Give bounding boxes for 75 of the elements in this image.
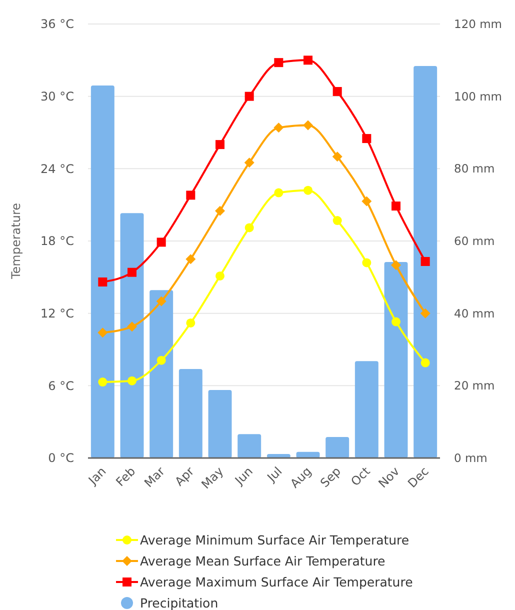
bar — [208, 390, 232, 458]
bar — [90, 85, 114, 458]
point — [332, 152, 342, 162]
x-tick-label: Apr — [172, 464, 197, 489]
point — [274, 58, 284, 68]
legend-label: Average Mean Surface Air Temperature — [140, 553, 386, 568]
point — [303, 120, 313, 130]
point — [274, 188, 284, 198]
y-tick-label: 36 °C — [40, 17, 74, 32]
x-tick-label: Jan — [85, 464, 109, 488]
y-tick-label: 12 °C — [40, 306, 74, 321]
point — [216, 140, 224, 150]
point — [186, 190, 196, 200]
point — [332, 216, 342, 226]
point — [215, 206, 225, 216]
x-tick-label: Jun — [232, 464, 256, 488]
x-tick-label: Sep — [318, 464, 344, 490]
bar — [150, 290, 174, 458]
point — [156, 356, 166, 365]
point — [98, 328, 108, 338]
y-tick-label: 24 °C — [40, 162, 74, 176]
x-tick-label: Nov — [376, 464, 402, 491]
point — [186, 254, 196, 264]
point — [244, 223, 254, 232]
x-tick-label: Oct — [348, 464, 373, 489]
bar — [354, 361, 378, 458]
bar — [384, 262, 408, 458]
point — [244, 92, 254, 101]
point — [420, 308, 430, 318]
x-tick-label: Jul — [264, 464, 285, 486]
bar — [238, 434, 262, 458]
legend-label: Average Maximum Surface Air Temperature — [140, 574, 414, 590]
y2-tick-label: 60 mm — [454, 234, 495, 248]
point — [304, 186, 312, 195]
y-tick-label: 30 °C — [40, 90, 74, 104]
bar — [120, 213, 144, 458]
point — [332, 87, 342, 96]
y2-tick-label: 20 mm — [454, 378, 495, 393]
bar — [326, 437, 350, 458]
y-tick-label: 6 °C — [48, 378, 74, 393]
point — [420, 358, 430, 368]
point — [186, 318, 196, 328]
y2-tick-label: 120 mm — [454, 17, 502, 32]
y-tick-label: 0 °C — [48, 451, 74, 466]
point — [98, 378, 108, 387]
y-axis-title: Temperature — [9, 202, 23, 280]
bar — [414, 66, 438, 458]
point — [274, 122, 284, 133]
point — [362, 134, 372, 144]
y2-tick-label: 0 mm — [454, 451, 488, 466]
point — [98, 277, 108, 286]
legend-label: Average Minimum Surface Air Temperature — [140, 532, 410, 548]
legend-label: Precipitation — [140, 595, 218, 610]
point — [128, 268, 136, 277]
y2-tick-label: 100 mm — [454, 89, 502, 104]
point — [156, 238, 166, 247]
point — [216, 271, 224, 280]
bar — [178, 369, 202, 458]
x-tick-label: Feb — [113, 464, 138, 490]
point — [244, 158, 254, 168]
point — [127, 322, 137, 332]
point — [362, 258, 372, 268]
point — [391, 260, 401, 270]
point — [392, 202, 400, 211]
x-tick-label: Mar — [142, 464, 168, 490]
y-tick-label: 18 °C — [40, 234, 74, 248]
point — [156, 296, 166, 306]
point — [420, 256, 430, 266]
y2-tick-label: 40 mm — [454, 306, 495, 320]
point — [362, 196, 372, 206]
point — [304, 56, 312, 65]
x-tick-label: Dec — [405, 464, 432, 491]
point — [392, 317, 400, 326]
y2-tick-label: 80 mm — [454, 162, 495, 176]
point — [128, 376, 136, 386]
